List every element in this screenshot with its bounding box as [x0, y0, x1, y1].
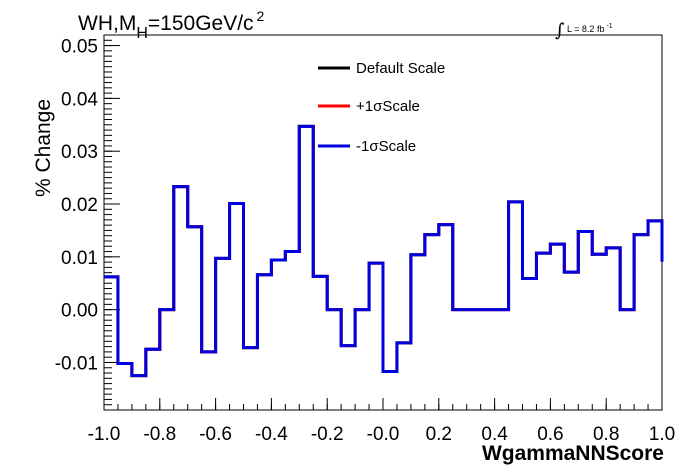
x-tick-label: 0.4 [481, 424, 508, 445]
title-rest: =150GeV/c [148, 12, 254, 35]
x-tick-label: 0.8 [593, 424, 619, 445]
series-group [104, 124, 664, 378]
legend-label: +1σScale [356, 98, 420, 115]
x-tick-label: 1.0 [649, 424, 675, 445]
y-tick-label: 0.00 [61, 301, 98, 322]
x-tick-label: -0.4 [255, 424, 288, 445]
y-tick-label: 0.02 [61, 195, 98, 216]
y-tick-label: 0.03 [61, 142, 98, 163]
x-tick-label: -0.0 [367, 424, 400, 445]
legend: Default Scale +1σScale -1σScale [318, 60, 445, 155]
x-tick-label: -0.2 [311, 424, 344, 445]
x-axis-title: WgammaNNScore [482, 442, 664, 465]
x-tick-label: -1.0 [88, 424, 121, 445]
series-line-2 [104, 124, 664, 378]
title-subscript: H [136, 25, 148, 42]
x-tick-label: 0.6 [537, 424, 563, 445]
legend-label: -1σScale [356, 138, 416, 155]
lumi-value: L = 8.2 fb [567, 24, 604, 34]
y-tick-label: 0.04 [61, 89, 98, 110]
lumi-integral-sign: ∫ [555, 20, 565, 41]
title-superscript: 2 [257, 8, 265, 24]
axes-group: -1.0 -0.8 -0.6 -0.4 -0.2 -0.0 0.2 0.4 0.6 0.8 1.0 -… [55, 34, 675, 445]
chart-title: WH,MH=150GeV/c 2 [78, 8, 265, 42]
x-tick-label: -0.8 [143, 424, 176, 445]
y-axis-title: % Change [32, 99, 55, 197]
y-tick-label: 0.05 [61, 37, 98, 58]
y-tick-label: 0.01 [61, 248, 98, 269]
title-main: WH,M [78, 12, 136, 35]
y-tick-label: -0.01 [55, 353, 98, 374]
x-tick-label: -0.6 [199, 424, 232, 445]
lumi-annotation: L = 8.2 fb -1 [567, 23, 613, 34]
legend-label: Default Scale [356, 60, 445, 77]
lumi-superscript: -1 [606, 23, 612, 30]
x-tick-label: 0.2 [426, 424, 452, 445]
